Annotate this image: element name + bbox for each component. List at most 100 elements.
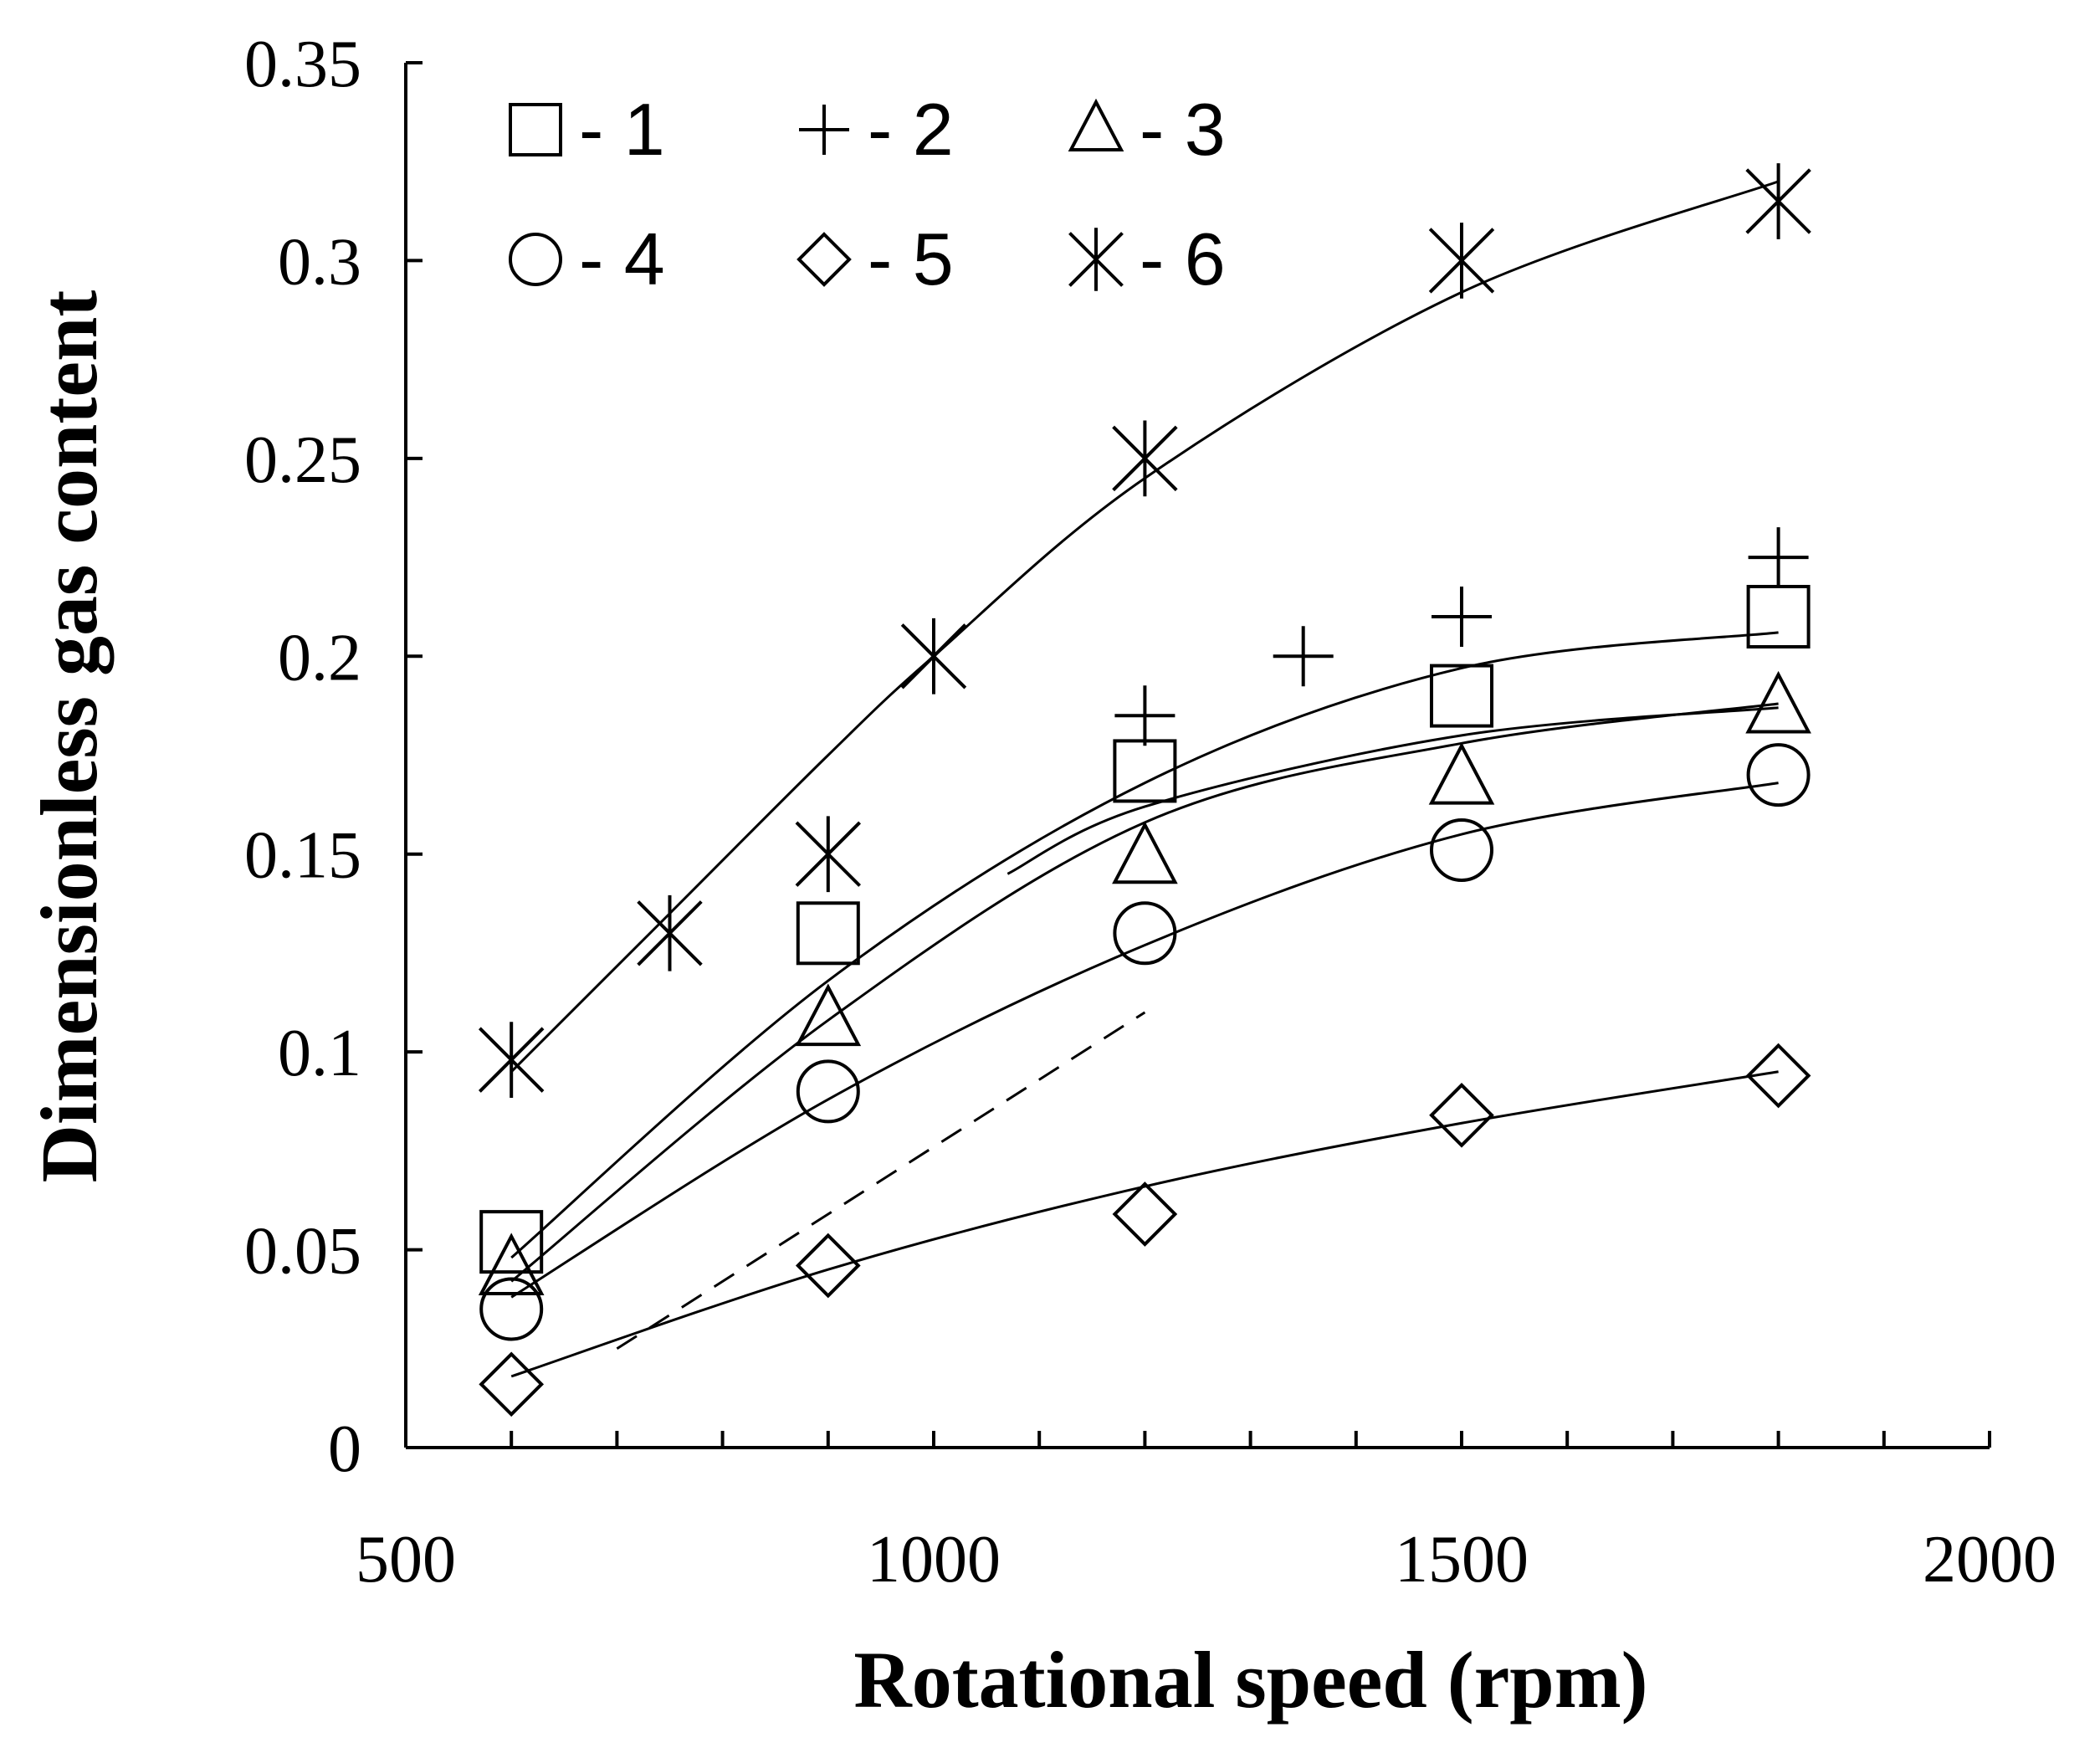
marker-series-5 [1112, 1181, 1178, 1247]
marker-series-2-shape [1114, 685, 1175, 746]
legend: - 1 - 2 - 3 - 4 - 5 - 6 [509, 88, 1226, 300]
marker-series-4-shape [479, 1277, 544, 1341]
legend-label-5: - 5 [868, 218, 954, 300]
marker-series-1 [1746, 585, 1811, 648]
y-tick-label: 0.1 [278, 1017, 361, 1090]
legend-label-1: - 1 [579, 88, 665, 171]
marker-series-4-shape [1113, 901, 1177, 966]
legend-symbol-4-shape [509, 233, 562, 286]
fit-line-series-3 [510, 702, 1779, 1283]
x-tick-label: 1000 [867, 1523, 1001, 1597]
marker-series-4-shape [1430, 818, 1493, 882]
marker-series-3-shape [478, 1233, 545, 1296]
marker-series-4 [479, 1277, 544, 1341]
marker-series-3 [1428, 741, 1495, 805]
legend-label-3: - 3 [1140, 88, 1226, 171]
marker-series-6 [637, 894, 703, 971]
marker-series-5 [1429, 1082, 1494, 1148]
marker-series-5 [1745, 1043, 1811, 1109]
y-tick-label: 0.35 [244, 28, 361, 101]
legend-symbol-6-shape [1068, 228, 1124, 291]
marker-series-6 [900, 618, 967, 695]
marker-series-2-shape [1432, 587, 1492, 647]
legend-symbol-3-shape [1068, 98, 1124, 151]
marker-series-6 [1428, 223, 1495, 299]
x-tick-label: 1500 [1395, 1523, 1529, 1597]
x-tick-label: 500 [356, 1523, 456, 1597]
legend-symbol-6 [1068, 228, 1124, 291]
legend-symbol-3 [1068, 98, 1124, 151]
marker-series-2 [1748, 527, 1809, 588]
legend-symbol-4 [509, 233, 562, 286]
y-tick-label: 0.25 [244, 423, 361, 497]
marker-series-6-shape [1428, 223, 1495, 299]
legend-label-6: - 6 [1140, 218, 1226, 300]
legend-symbol-1 [509, 103, 562, 156]
marker-series-5-shape [795, 1233, 861, 1299]
marker-series-6-shape [900, 618, 967, 695]
ticks: 0 0.05 0.1 0.15 0.2 0.25 0.3 0.35 500 1000 1500 200… [244, 28, 2056, 1597]
legend-symbol-1-shape [509, 103, 562, 156]
marker-series-5-shape [1429, 1082, 1494, 1148]
marker-series-1-shape [796, 901, 860, 966]
marker-series-1-shape [1746, 585, 1811, 648]
y-tick-label: 0.2 [278, 621, 361, 695]
marker-series-2 [1273, 626, 1334, 687]
y-tick-label: 0 [328, 1412, 361, 1486]
marker-series-2 [1432, 587, 1492, 647]
marker-series-4 [1113, 901, 1177, 966]
legend-item-6: - 6 [1068, 218, 1226, 300]
marker-series-1-shape [479, 1210, 544, 1274]
legend-label-2: - 2 [868, 88, 954, 171]
fit-line-series-5 [510, 1070, 1779, 1378]
marker-series-6-shape [1745, 163, 1811, 239]
marker-series-4 [1746, 743, 1811, 807]
legend-item-1: - 1 [509, 88, 665, 171]
marker-series-5-shape [1112, 1181, 1178, 1247]
marker-series-6 [1112, 420, 1178, 497]
marker-series-6-shape [637, 894, 703, 971]
marker-series-6-shape [478, 1022, 545, 1098]
marker-series-3 [795, 983, 862, 1047]
legend-item-5: - 5 [796, 218, 954, 300]
legend-symbol-2 [799, 105, 849, 155]
marker-series-6 [795, 816, 862, 893]
marker-series-1-shape [1430, 664, 1493, 728]
marker-series-1 [479, 1210, 544, 1274]
marker-series-3 [1745, 670, 1811, 734]
y-axis-title: Dimensionless gas content [24, 290, 114, 1183]
marker-series-3 [1112, 821, 1178, 884]
legend-item-2: - 2 [799, 88, 954, 171]
marker-series-3-shape [1112, 821, 1178, 884]
dashed-fit-line [616, 1011, 1146, 1351]
marker-series-3-shape [1745, 670, 1811, 734]
marker-series-3-shape [795, 983, 862, 1047]
legend-symbol-2-shape [799, 105, 849, 155]
x-axis-title: Rotational speed (rpm) [853, 1635, 1647, 1725]
fit-line-series-4 [510, 782, 1779, 1299]
marker-series-6-shape [795, 816, 862, 893]
gray-fit-line [1006, 706, 1779, 875]
axes [404, 63, 1990, 1449]
markers [478, 163, 1811, 1417]
marker-series-2-shape [1273, 626, 1334, 687]
marker-series-3-shape [1428, 741, 1495, 805]
marker-series-6 [478, 1022, 545, 1098]
marker-series-2 [1114, 685, 1175, 746]
marker-series-1 [1430, 664, 1493, 728]
marker-series-5 [795, 1233, 861, 1299]
y-tick-label: 0.3 [278, 225, 361, 299]
marker-series-2-shape [1748, 527, 1809, 588]
marker-series-5-shape [479, 1351, 545, 1417]
marker-series-4-shape [796, 1059, 860, 1124]
marker-series-5 [479, 1351, 545, 1417]
marker-series-3 [478, 1233, 545, 1296]
marker-series-4-shape [1746, 743, 1811, 807]
legend-symbol-5-shape [796, 232, 852, 287]
marker-series-1 [796, 901, 860, 966]
marker-series-6 [1745, 163, 1811, 239]
fit-line-series-1 [510, 631, 1779, 1259]
fit-line-series-6 [510, 180, 1780, 1073]
marker-series-5-shape [1745, 1043, 1811, 1109]
